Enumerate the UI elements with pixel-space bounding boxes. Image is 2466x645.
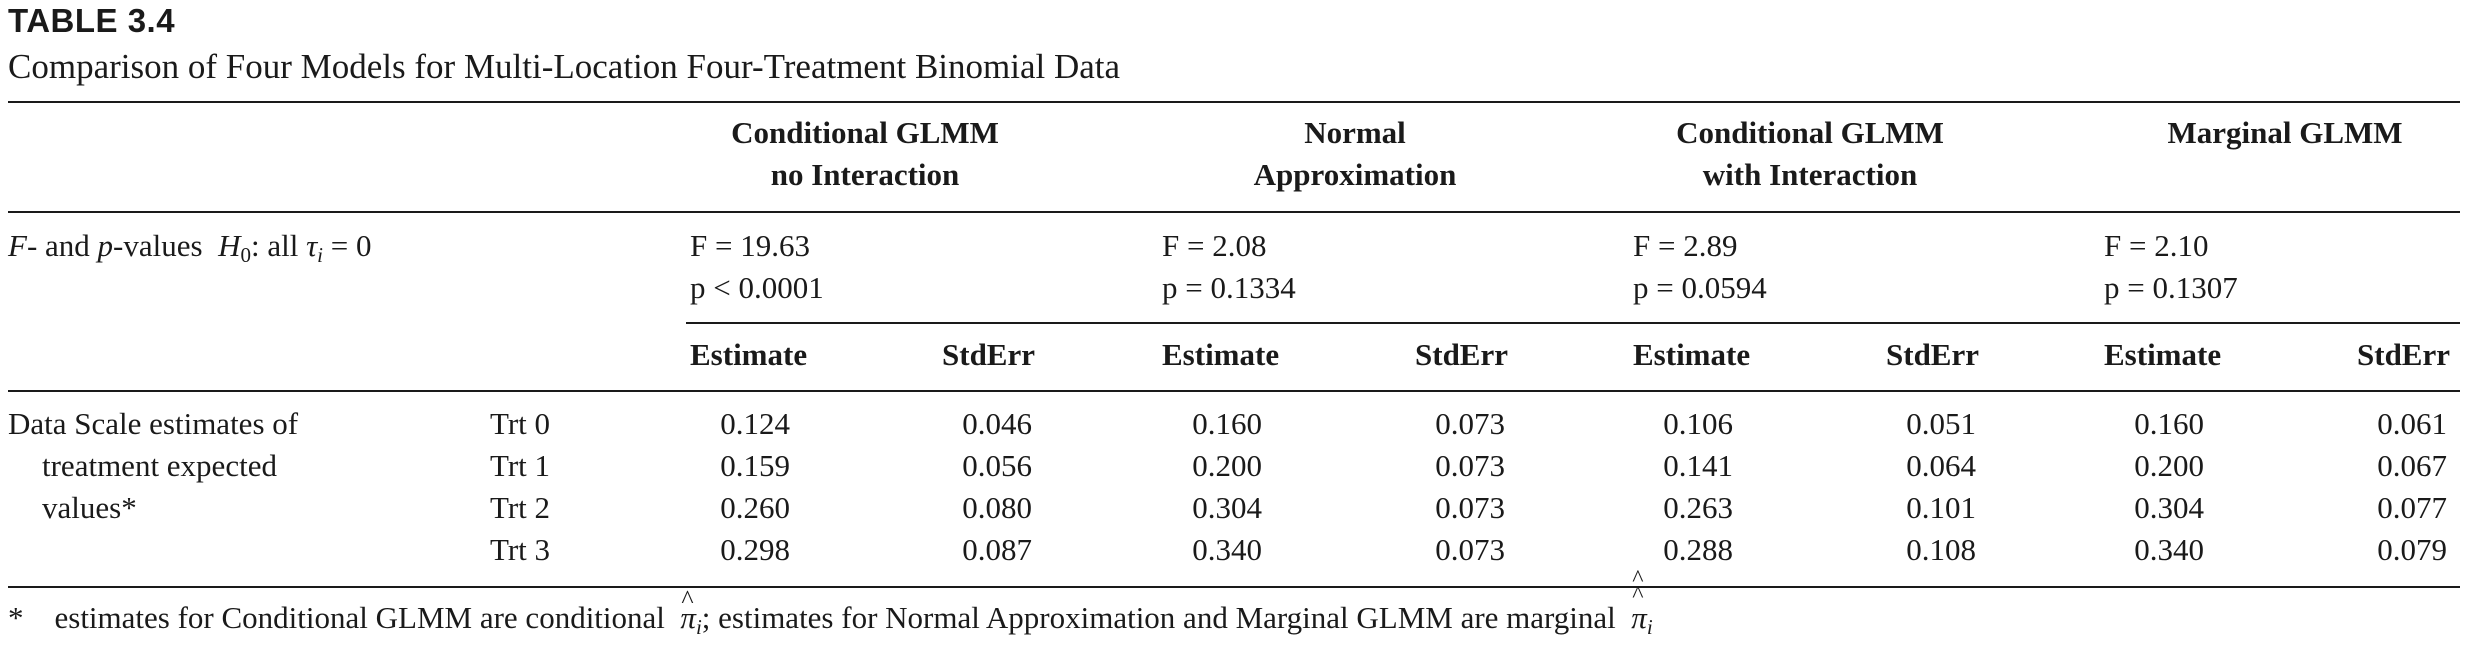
f-value: F = 2.89 <box>1633 228 1738 263</box>
model-header-line2: Approximation <box>1253 157 1457 192</box>
stderr-cell: 0.108 <box>1906 532 1976 567</box>
stderr-cell: 0.087 <box>962 532 1032 567</box>
stderr-cell: 0.046 <box>962 406 1032 441</box>
stderr-cell: 0.073 <box>1435 532 1505 567</box>
footnote: * estimates for Conditional GLMM are con… <box>8 566 1653 639</box>
stderr-cell: 0.073 <box>1435 490 1505 525</box>
test-row-label: F- and p-values H0: all τi = 0 <box>8 228 372 267</box>
test-values-cond-with-interaction: F = 2.89 p = 0.0594 <box>1633 225 1767 309</box>
stderr-cell: 0.056 <box>962 448 1032 483</box>
model-header-rule <box>8 211 2460 213</box>
model-header-line2: no Interaction <box>770 157 960 192</box>
row-group-label: Data Scale estimates of treatment expect… <box>8 403 298 529</box>
estimate-cell: 0.160 <box>1192 406 1262 441</box>
col-header-estimate-4: Estimate <box>2104 337 2222 372</box>
col-header-estimate-1: Estimate <box>690 337 808 372</box>
row-group-label-line2: treatment expected <box>42 448 277 483</box>
model-header-cond-with-interaction: Conditional GLMM with Interaction <box>1605 112 2015 196</box>
estimate-cell: 0.106 <box>1663 406 1733 441</box>
table-label: TABLE 3.4 <box>8 2 176 39</box>
estimate-cell: 0.200 <box>1192 448 1262 483</box>
model-header-line1: Conditional GLMM <box>1676 115 1944 150</box>
stderr-cell: 0.080 <box>962 490 1032 525</box>
p-value: p = 0.0594 <box>1633 270 1767 305</box>
estimate-cell: 0.141 <box>1663 448 1733 483</box>
estimate-cell: 0.200 <box>2134 448 2204 483</box>
estimate-cell: 0.304 <box>2134 490 2204 525</box>
model-header-cond-no-interaction: Conditional GLMM no Interaction <box>660 112 1070 196</box>
f-value: F = 2.08 <box>1162 228 1267 263</box>
estimate-cell: 0.340 <box>1192 532 1262 567</box>
treatment-label: Trt 0 <box>490 406 551 441</box>
stderr-cell: 0.067 <box>2377 448 2447 483</box>
treatment-label: Trt 1 <box>490 448 551 483</box>
model-header-line1: Normal <box>1304 115 1406 150</box>
test-values-marginal: F = 2.10 p = 0.1307 <box>2104 225 2238 309</box>
f-value: F = 2.10 <box>2104 228 2209 263</box>
col-header-stderr-3: StdErr <box>1886 337 1979 372</box>
estimate-cell: 0.304 <box>1192 490 1262 525</box>
row-group-label-line1: Data Scale estimates of <box>8 406 299 441</box>
column-header-top-rule <box>686 322 2460 324</box>
stderr-cell: 0.073 <box>1435 448 1505 483</box>
pi-hat-symbol: ^ π <box>680 585 696 635</box>
p-value: p = 0.1307 <box>2104 270 2238 305</box>
top-rule <box>8 101 2460 103</box>
estimate-cell: 0.340 <box>2134 532 2204 567</box>
p-value: p = 0.1334 <box>1162 270 1296 305</box>
estimate-cell: 0.124 <box>720 406 790 441</box>
table-caption: Comparison of Four Models for Multi-Loca… <box>8 47 1121 86</box>
treatment-label: Trt 3 <box>490 532 551 567</box>
col-header-stderr-4: StdErr <box>2357 337 2450 372</box>
estimate-cell: 0.159 <box>720 448 790 483</box>
estimate-cell: 0.260 <box>720 490 790 525</box>
treatment-label: Trt 2 <box>490 490 551 525</box>
bottom-rule <box>8 586 2460 588</box>
test-values-normal-approx: F = 2.08 p = 0.1334 <box>1162 225 1296 309</box>
stderr-cell: 0.101 <box>1906 490 1976 525</box>
stderr-cell: 0.061 <box>2377 406 2447 441</box>
model-header-line2: Marginal GLMM <box>2167 115 2403 150</box>
col-header-stderr-1: StdErr <box>942 337 1035 372</box>
row-group-label-line3: values* <box>42 490 137 525</box>
model-header-normal-approx: Normal Approximation <box>1150 112 1560 196</box>
col-header-stderr-2: StdErr <box>1415 337 1508 372</box>
model-header-marginal: Marginal GLMM <box>2080 112 2466 154</box>
model-header-line1: Conditional GLMM <box>731 115 999 150</box>
estimate-cell: 0.288 <box>1663 532 1733 567</box>
column-header-bottom-rule <box>8 390 2460 392</box>
test-values-cond-no-interaction: F = 19.63 p < 0.0001 <box>690 225 824 309</box>
col-header-estimate-2: Estimate <box>1162 337 1280 372</box>
stderr-cell: 0.051 <box>1906 406 1976 441</box>
estimate-cell: 0.298 <box>720 532 790 567</box>
stderr-cell: 0.064 <box>1906 448 1976 483</box>
col-header-estimate-3: Estimate <box>1633 337 1751 372</box>
estimate-cell: 0.263 <box>1663 490 1733 525</box>
stderr-cell: 0.073 <box>1435 406 1505 441</box>
f-value: F = 19.63 <box>690 228 810 263</box>
footnote-text-2: ; estimates for Normal Approximation and… <box>701 600 1616 635</box>
pi-double-hat-symbol: ^ ^ π <box>1631 566 1647 635</box>
model-header-line2: with Interaction <box>1702 157 1918 192</box>
stderr-cell: 0.079 <box>2377 532 2447 567</box>
footnote-marker: * <box>8 600 24 635</box>
footnote-text-1: estimates for Conditional GLMM are condi… <box>54 600 665 635</box>
estimate-cell: 0.160 <box>2134 406 2204 441</box>
stderr-cell: 0.077 <box>2377 490 2447 525</box>
p-value: p < 0.0001 <box>690 270 824 305</box>
